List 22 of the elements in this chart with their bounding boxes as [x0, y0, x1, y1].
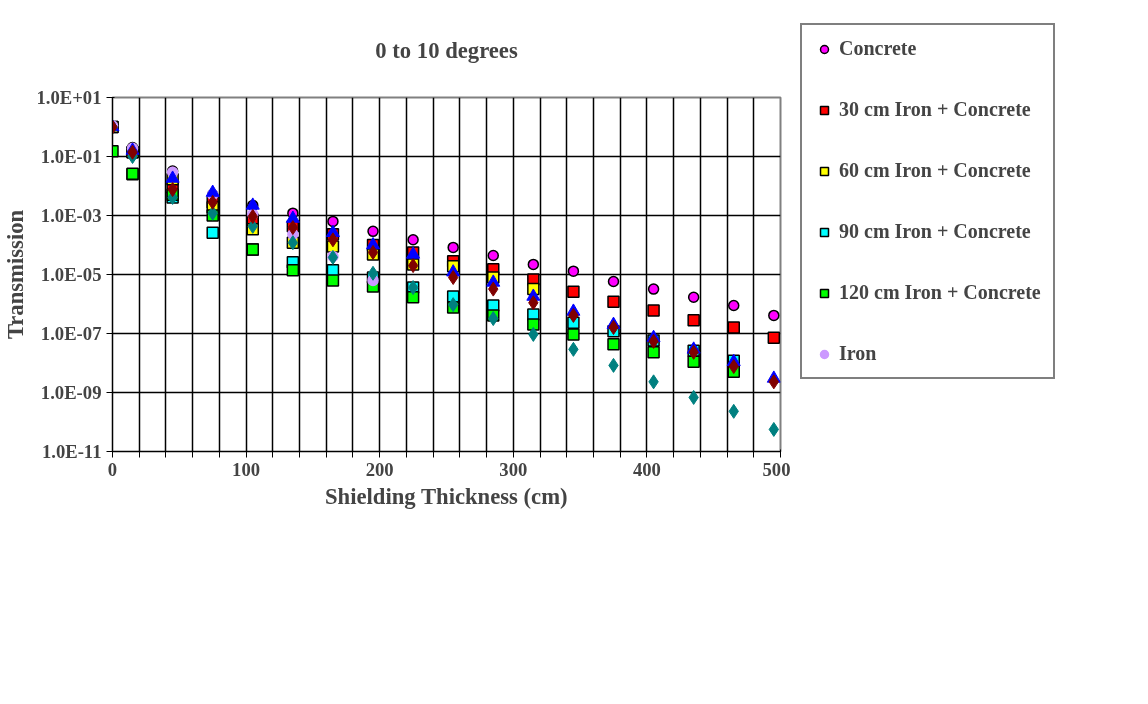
legend-label: Concrete: [839, 37, 917, 61]
y-tick-label: 1.0E-05: [40, 264, 102, 285]
x-tick-label: 300: [499, 458, 528, 480]
x-tick-label: 500: [762, 458, 791, 480]
x-tick-label: 200: [365, 458, 394, 480]
legend-label: 30 cm Iron + Concrete: [839, 98, 1031, 122]
legend-label: 60 cm Iron + Concrete: [839, 159, 1031, 183]
x-axis-title: Shielding Thickness (cm): [325, 483, 568, 509]
x-tick-label: 100: [232, 458, 261, 480]
y-tick-label: 1.0E-07: [40, 323, 102, 344]
x-tick-label: 400: [632, 458, 661, 480]
x-tick-label: 0: [107, 458, 118, 480]
y-axis-title: Transmission: [3, 209, 29, 340]
y-tick-label: 1.0E+01: [36, 87, 102, 108]
y-tick-label: 1.0E-09: [40, 382, 102, 403]
y-tick-label: 1.0E-11: [41, 441, 102, 462]
legend-label: 90 cm Iron + Concrete: [839, 220, 1031, 244]
legend-label: 120 cm Iron + Concrete: [839, 281, 1041, 305]
y-tick-label: 1.0E-03: [40, 205, 102, 226]
y-tick-label: 1.0E-01: [40, 146, 102, 167]
chart-title: 0 to 10 degrees: [375, 37, 518, 63]
legend-label: Iron: [839, 342, 877, 366]
